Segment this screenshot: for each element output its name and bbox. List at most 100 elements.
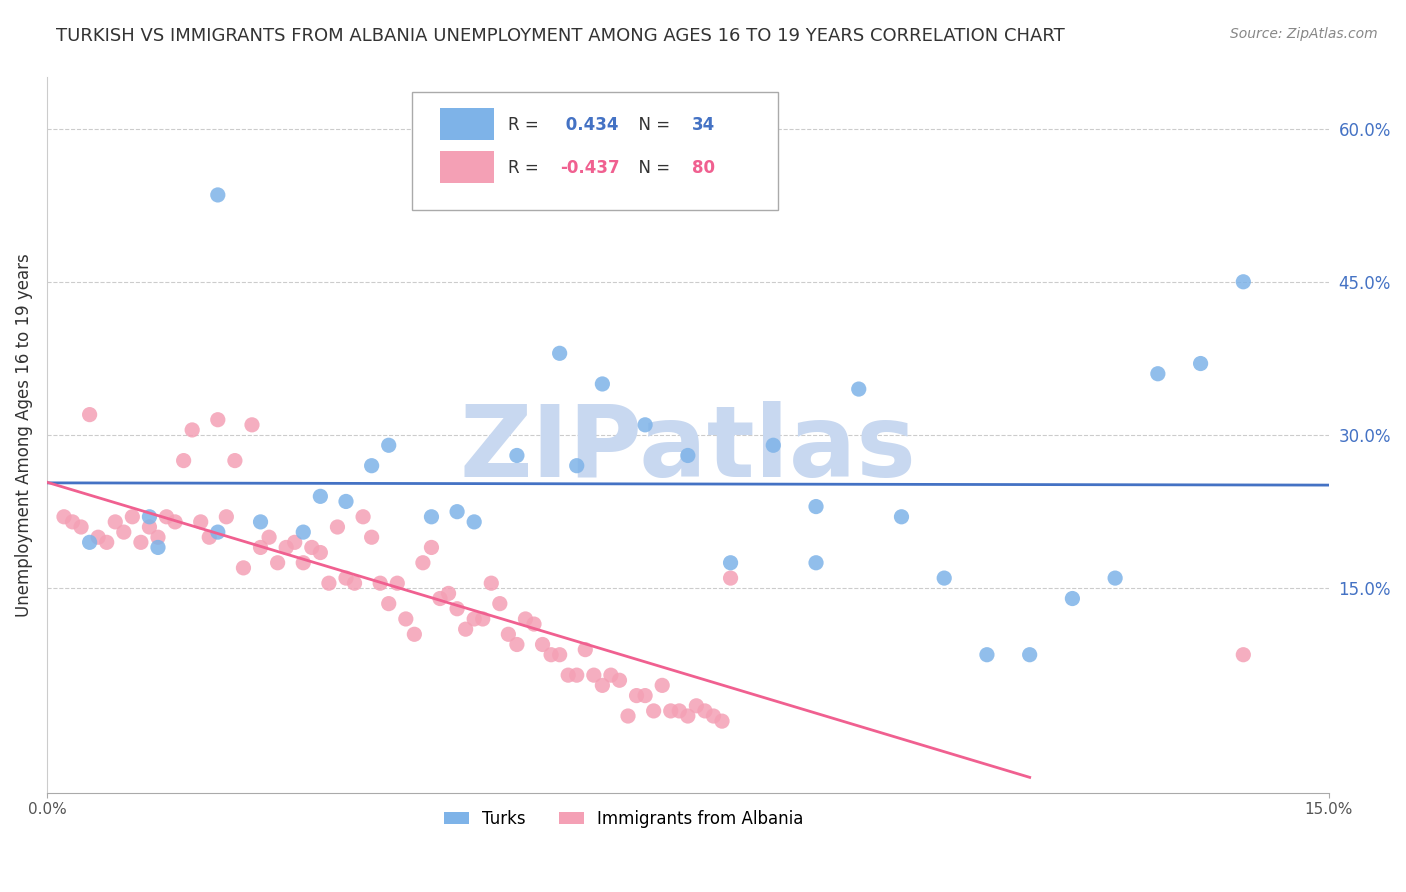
Point	[420, 541, 443, 555]
Point	[335, 494, 357, 508]
Point	[1232, 648, 1254, 662]
Point	[668, 704, 690, 718]
Text: TURKISH VS IMMIGRANTS FROM ALBANIA UNEMPLOYMENT AMONG AGES 16 TO 19 YEARS CORREL: TURKISH VS IMMIGRANTS FROM ALBANIA UNEMP…	[56, 27, 1064, 45]
Point	[96, 535, 118, 549]
FancyBboxPatch shape	[440, 108, 495, 140]
Point	[659, 704, 682, 718]
Point	[412, 556, 434, 570]
Point	[437, 586, 460, 600]
Point	[326, 520, 349, 534]
Point	[292, 525, 315, 540]
Point	[446, 601, 468, 615]
FancyBboxPatch shape	[412, 92, 778, 210]
Point	[190, 515, 212, 529]
Point	[146, 530, 169, 544]
Point	[198, 530, 221, 544]
Point	[395, 612, 418, 626]
Point	[249, 541, 271, 555]
Point	[249, 515, 271, 529]
Point	[207, 188, 229, 202]
Point	[129, 535, 152, 549]
Point	[515, 612, 537, 626]
Point	[685, 698, 707, 713]
Point	[87, 530, 110, 544]
Point	[471, 612, 494, 626]
Text: N =: N =	[627, 159, 675, 177]
Point	[53, 509, 76, 524]
Point	[626, 689, 648, 703]
Point	[890, 509, 912, 524]
Point	[609, 673, 631, 688]
Point	[488, 597, 510, 611]
Text: Source: ZipAtlas.com: Source: ZipAtlas.com	[1230, 27, 1378, 41]
Point	[1062, 591, 1084, 606]
Point	[343, 576, 366, 591]
Point	[591, 678, 613, 692]
Text: N =: N =	[627, 116, 675, 134]
Legend: Turks, Immigrants from Albania: Turks, Immigrants from Albania	[437, 803, 810, 834]
Point	[574, 642, 596, 657]
Point	[420, 509, 443, 524]
Text: 0.434: 0.434	[560, 116, 619, 134]
Point	[377, 438, 399, 452]
Point	[720, 556, 742, 570]
Point	[387, 576, 409, 591]
Point	[104, 515, 127, 529]
Point	[634, 689, 657, 703]
Point	[617, 709, 640, 723]
Text: R =: R =	[509, 116, 544, 134]
Point	[463, 612, 485, 626]
Point	[446, 505, 468, 519]
Point	[360, 530, 382, 544]
Point	[155, 509, 177, 524]
Point	[1104, 571, 1126, 585]
Point	[711, 714, 734, 728]
Point	[479, 576, 502, 591]
Point	[284, 535, 307, 549]
Point	[531, 638, 554, 652]
Point	[309, 489, 332, 503]
Point	[848, 382, 870, 396]
Point	[548, 648, 571, 662]
Point	[368, 576, 391, 591]
Text: ZIPatlas: ZIPatlas	[460, 401, 917, 498]
Point	[720, 571, 742, 585]
Point	[1189, 357, 1212, 371]
Text: R =: R =	[509, 159, 544, 177]
Point	[1018, 648, 1040, 662]
Point	[173, 453, 195, 467]
Point	[276, 541, 298, 555]
Point	[1232, 275, 1254, 289]
Point	[79, 535, 101, 549]
Point	[565, 458, 588, 473]
Point	[257, 530, 280, 544]
Point	[762, 438, 785, 452]
Point	[70, 520, 93, 534]
Point	[676, 449, 699, 463]
Point	[352, 509, 374, 524]
Point	[693, 704, 716, 718]
Point	[548, 346, 571, 360]
Point	[266, 556, 288, 570]
Point	[377, 597, 399, 611]
Point	[138, 509, 160, 524]
Point	[318, 576, 340, 591]
Point	[591, 376, 613, 391]
Point	[582, 668, 605, 682]
Text: 80: 80	[692, 159, 714, 177]
Point	[181, 423, 204, 437]
Point	[232, 561, 254, 575]
Point	[335, 571, 357, 585]
Point	[557, 668, 579, 682]
Point	[301, 541, 323, 555]
Point	[360, 458, 382, 473]
Point	[146, 541, 169, 555]
Point	[1147, 367, 1170, 381]
Point	[804, 556, 827, 570]
Point	[976, 648, 998, 662]
Point	[643, 704, 665, 718]
Text: 34: 34	[692, 116, 714, 134]
Point	[215, 509, 238, 524]
Point	[292, 556, 315, 570]
Point	[224, 453, 246, 467]
